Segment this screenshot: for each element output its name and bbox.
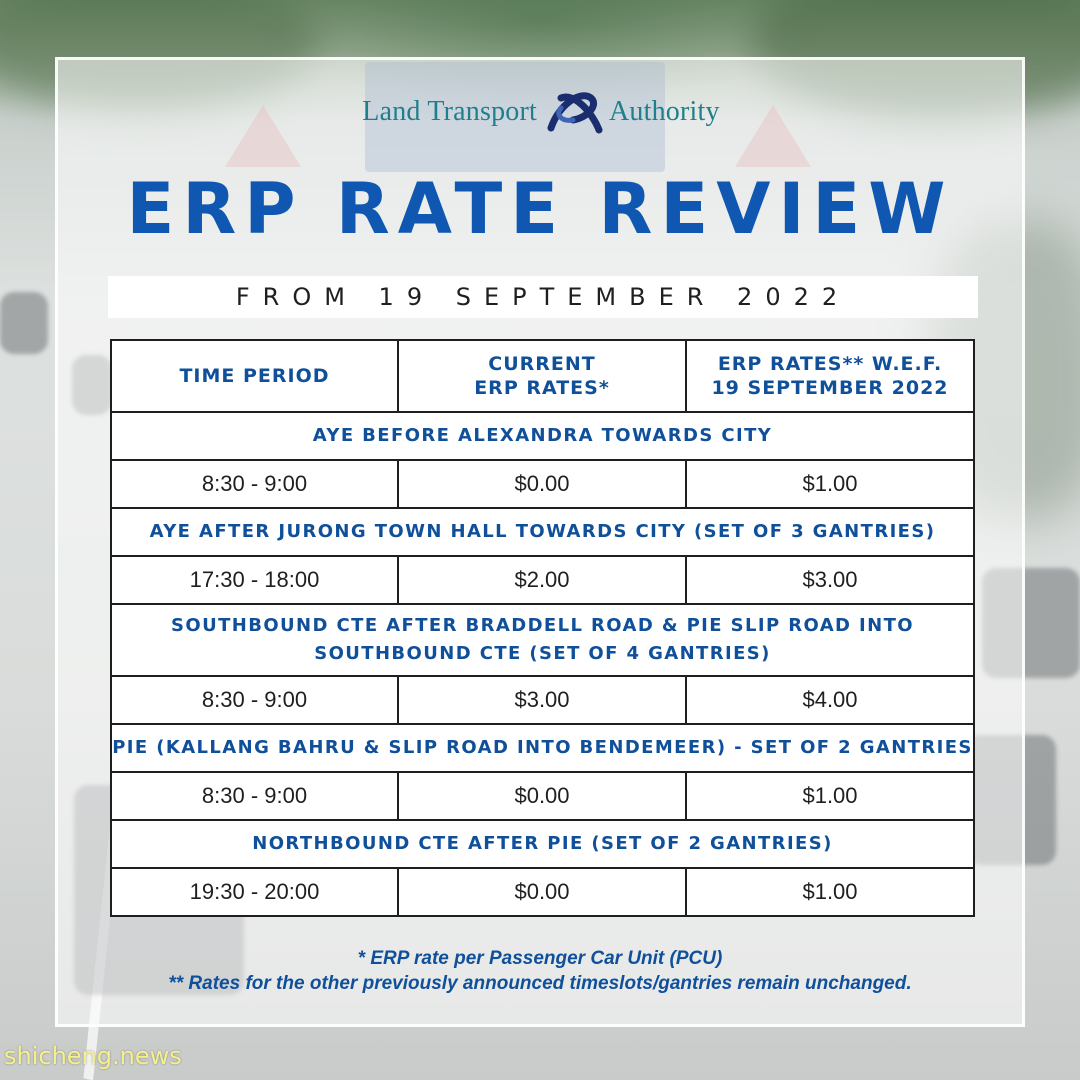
- time-period-cell: 8:30 - 9:00: [110, 459, 399, 509]
- new-rate-cell: $4.00: [685, 675, 975, 725]
- current-rate-cell: $0.00: [397, 771, 687, 821]
- table-row: 19:30 - 20:00 $0.00 $1.00: [110, 867, 975, 917]
- time-period-cell: 8:30 - 9:00: [110, 675, 399, 725]
- new-rate-cell: $1.00: [685, 867, 975, 917]
- logo-text-left: Land Transport: [362, 96, 537, 127]
- table-row: 17:30 - 18:00 $2.00 $3.00: [110, 555, 975, 605]
- section-row: AYE AFTER JURONG TOWN HALL TOWARDS CITY …: [110, 507, 975, 557]
- header-new-rates: ERP RATES** W.E.F. 19 SEPTEMBER 2022: [685, 339, 975, 413]
- lta-ribbon-logo-icon: [547, 92, 603, 134]
- effective-date-subtitle: FROM 19 SEPTEMBER 2022: [235, 283, 851, 311]
- current-rate-cell: $0.00: [397, 459, 687, 509]
- car-left-1: [0, 292, 48, 354]
- time-period-cell: 8:30 - 9:00: [110, 771, 399, 821]
- time-period-cell: 17:30 - 18:00: [110, 555, 399, 605]
- new-rate-cell: $1.00: [685, 771, 975, 821]
- section-row: SOUTHBOUND CTE AFTER BRADDELL ROAD & PIE…: [110, 603, 975, 677]
- section-title: NORTHBOUND CTE AFTER PIE (SET OF 2 GANTR…: [110, 819, 975, 869]
- section-title: PIE (KALLANG BAHRU & SLIP ROAD INTO BEND…: [110, 723, 975, 773]
- section-row: AYE BEFORE ALEXANDRA TOWARDS CITY: [110, 411, 975, 461]
- subtitle-bar: [108, 276, 978, 318]
- section-row: PIE (KALLANG BAHRU & SLIP ROAD INTO BEND…: [110, 723, 975, 773]
- section-title: AYE AFTER JURONG TOWN HALL TOWARDS CITY …: [110, 507, 975, 557]
- table-row: 8:30 - 9:00 $3.00 $4.00: [110, 675, 975, 725]
- header-time-period: TIME PERIOD: [110, 339, 399, 413]
- section-row: NORTHBOUND CTE AFTER PIE (SET OF 2 GANTR…: [110, 819, 975, 869]
- watermark: shicheng.news: [4, 1042, 182, 1070]
- footnote-unchanged-rates: ** Rates for the other previously announ…: [168, 973, 912, 994]
- new-rate-cell: $3.00: [685, 555, 975, 605]
- page-title: ERP RATE REVIEW: [126, 168, 954, 250]
- footnote-pcu: * ERP rate per Passenger Car Unit (PCU): [357, 948, 723, 969]
- current-rate-cell: $3.00: [397, 675, 687, 725]
- white-border-frame: [55, 57, 1025, 1027]
- header-current-rates: CURRENT ERP RATES*: [397, 339, 687, 413]
- erp-rates-table: TIME PERIOD CURRENT ERP RATES* ERP RATES…: [110, 339, 975, 917]
- lta-logo: Land Transport Authority: [346, 84, 736, 140]
- current-rate-cell: $0.00: [397, 867, 687, 917]
- table-row: 8:30 - 9:00 $0.00 $1.00: [110, 459, 975, 509]
- new-rate-cell: $1.00: [685, 459, 975, 509]
- current-rate-cell: $2.00: [397, 555, 687, 605]
- section-title: AYE BEFORE ALEXANDRA TOWARDS CITY: [110, 411, 975, 461]
- time-period-cell: 19:30 - 20:00: [110, 867, 399, 917]
- table-row: 8:30 - 9:00 $0.00 $1.00: [110, 771, 975, 821]
- table-header-row: TIME PERIOD CURRENT ERP RATES* ERP RATES…: [110, 339, 975, 413]
- logo-text-right: Authority: [609, 96, 720, 127]
- section-title: SOUTHBOUND CTE AFTER BRADDELL ROAD & PIE…: [110, 603, 975, 677]
